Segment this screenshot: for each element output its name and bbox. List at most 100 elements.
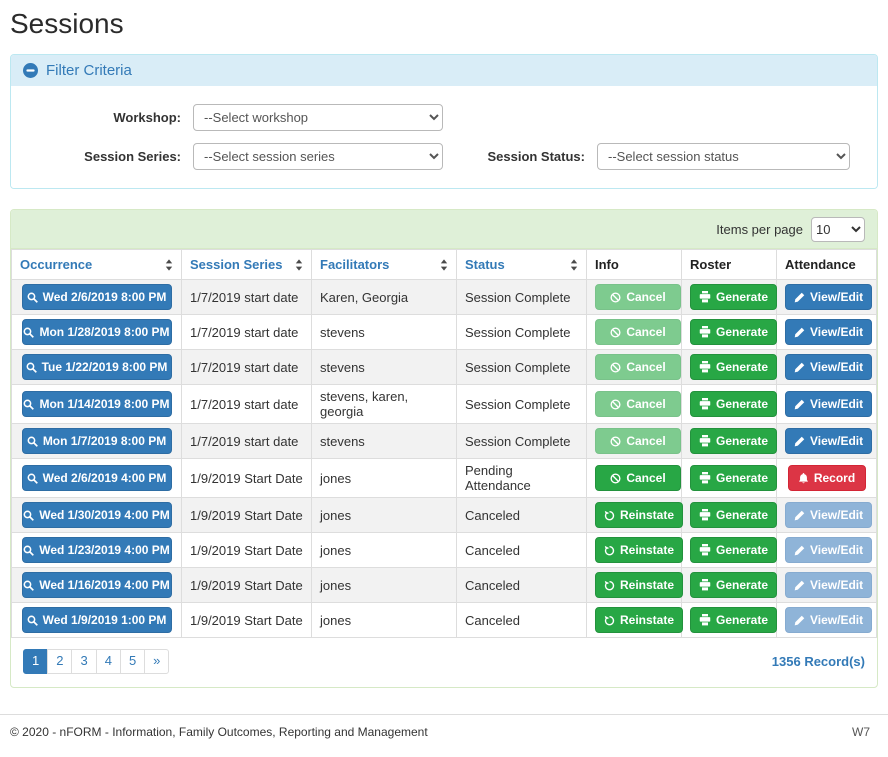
roster-generate-button-label: Generate <box>716 613 769 627</box>
session-row: Wed 1/9/2019 1:00 PM 1/9/2019 Start Date j… <box>11 602 877 638</box>
info-action-button[interactable]: Reinstate <box>595 537 684 563</box>
items-per-page-select[interactable]: 10 <box>811 216 865 242</box>
attendance-cell: View/Edit <box>776 349 877 385</box>
occurrence-cell: Mon 1/28/2019 8:00 PM <box>11 314 182 350</box>
roster-generate-button-label: Generate <box>716 360 769 374</box>
attendance-action-button[interactable]: Record <box>787 465 866 491</box>
session-series-select[interactable]: --Select session series <box>193 143 443 170</box>
pagination-link[interactable]: » <box>144 649 170 674</box>
info-action-button[interactable]: Cancel <box>595 284 681 310</box>
roster-generate-button[interactable]: Generate <box>690 354 778 380</box>
printer-icon <box>699 291 711 303</box>
facilitators-cell: stevens <box>311 314 457 350</box>
roster-generate-button[interactable]: Generate <box>690 391 778 417</box>
roster-generate-button[interactable]: Generate <box>690 465 778 491</box>
info-action-button-label: Cancel <box>626 397 666 411</box>
table-header-row: Occurrence Session Series Facilitators Stat… <box>11 249 877 280</box>
roster-cell: Generate <box>681 602 778 638</box>
attendance-action-button[interactable]: View/Edit <box>785 319 873 345</box>
collapse-minus-circle-icon[interactable] <box>23 63 38 78</box>
roster-generate-button[interactable]: Generate <box>690 284 778 310</box>
roster-generate-button[interactable]: Generate <box>690 607 778 633</box>
occurrence-button[interactable]: Wed 1/23/2019 4:00 PM <box>21 537 172 563</box>
session-row: Mon 1/14/2019 8:00 PM 1/7/2019 start date… <box>11 384 877 424</box>
session-row: Tue 1/22/2019 8:00 PM 1/7/2019 start date… <box>11 349 877 385</box>
attendance-cell: View/Edit <box>776 384 877 424</box>
roster-generate-button[interactable]: Generate <box>690 319 778 345</box>
occurrence-button[interactable]: Wed 2/6/2019 4:00 PM <box>21 465 172 491</box>
printer-icon <box>699 614 711 626</box>
occurrence-button[interactable]: Mon 1/7/2019 8:00 PM <box>21 428 172 454</box>
attendance-action-button[interactable]: View/Edit <box>785 354 873 380</box>
pagination-link[interactable]: 3 <box>71 649 97 674</box>
column-header-info: Info <box>586 249 682 280</box>
filter-criteria-header[interactable]: Filter Criteria <box>11 55 877 86</box>
sort-icon[interactable] <box>295 258 303 271</box>
column-header-status[interactable]: Status <box>456 249 587 280</box>
occurrence-cell: Wed 2/6/2019 8:00 PM <box>11 279 182 315</box>
pagination-link[interactable]: 5 <box>119 649 146 674</box>
table-footer: 1 2 3 4 5» 1356 Record(s) <box>11 638 877 687</box>
undo-icon <box>604 615 615 626</box>
pagination-link[interactable]: 2 <box>47 649 73 674</box>
info-action-button-label: Cancel <box>626 325 666 339</box>
attendance-action-button[interactable]: View/Edit <box>785 502 873 528</box>
info-action-button[interactable]: Cancel <box>595 319 681 345</box>
session-status-select[interactable]: --Select session status <box>597 143 850 170</box>
status-cell: Canceled <box>456 532 587 568</box>
session-series-label: Session Series: <box>84 149 181 164</box>
attendance-action-button[interactable]: View/Edit <box>785 284 873 310</box>
page-title: Sessions <box>10 8 124 39</box>
attendance-action-button[interactable]: View/Edit <box>785 607 873 633</box>
pagination-link[interactable]: 4 <box>95 649 121 674</box>
search-icon <box>26 362 37 373</box>
info-action-button[interactable]: Reinstate <box>595 572 684 598</box>
info-action-button[interactable]: Cancel <box>595 465 681 491</box>
occurrence-button[interactable]: Tue 1/22/2019 8:00 PM <box>21 354 172 380</box>
column-header-label: Status <box>465 257 505 272</box>
info-cell: Cancel <box>586 314 682 350</box>
sort-icon[interactable] <box>570 258 578 271</box>
roster-generate-button-label: Generate <box>716 397 769 411</box>
status-cell: Session Complete <box>456 349 587 385</box>
column-header-facilitators[interactable]: Facilitators <box>311 249 457 280</box>
record-count: 1356 Record(s) <box>771 653 865 669</box>
info-action-button[interactable]: Cancel <box>595 354 681 380</box>
printer-icon <box>699 472 711 484</box>
roster-generate-button[interactable]: Generate <box>690 502 778 528</box>
occurrence-button[interactable]: Wed 1/16/2019 4:00 PM <box>21 572 172 598</box>
pagination-link[interactable]: 1 <box>23 649 49 674</box>
roster-generate-button[interactable]: Generate <box>690 537 778 563</box>
roster-generate-button[interactable]: Generate <box>690 428 778 454</box>
roster-cell: Generate <box>681 384 778 424</box>
pagination-page-3: 3 <box>71 649 97 674</box>
occurrence-button[interactable]: Wed 1/30/2019 4:00 PM <box>21 502 172 528</box>
column-header-label: Facilitators <box>320 257 390 272</box>
column-header-label: Roster <box>690 257 732 272</box>
info-action-button[interactable]: Cancel <box>595 391 681 417</box>
session-row: Wed 1/23/2019 4:00 PM 1/9/2019 Start Date… <box>11 532 877 568</box>
search-icon <box>27 473 38 484</box>
column-header-occurrence[interactable]: Occurrence <box>11 249 182 280</box>
occurrence-button[interactable]: Mon 1/14/2019 8:00 PM <box>21 391 172 417</box>
attendance-action-button[interactable]: View/Edit <box>785 391 873 417</box>
info-action-button[interactable]: Reinstate <box>595 502 684 528</box>
column-header-session-series[interactable]: Session Series <box>181 249 312 280</box>
info-action-button[interactable]: Reinstate <box>595 607 684 633</box>
roster-generate-button-label: Generate <box>716 578 769 592</box>
sort-icon[interactable] <box>165 258 173 271</box>
sort-icon[interactable] <box>440 258 448 271</box>
occurrence-cell: Wed 1/23/2019 4:00 PM <box>11 532 182 568</box>
occurrence-button[interactable]: Wed 1/9/2019 1:00 PM <box>21 607 172 633</box>
attendance-action-button[interactable]: View/Edit <box>785 572 873 598</box>
workshop-select[interactable]: --Select workshop <box>193 104 443 131</box>
attendance-action-button[interactable]: View/Edit <box>785 537 873 563</box>
pencil-icon <box>794 510 805 521</box>
roster-generate-button[interactable]: Generate <box>690 572 778 598</box>
occurrence-button[interactable]: Mon 1/28/2019 8:00 PM <box>21 319 172 345</box>
info-action-button[interactable]: Cancel <box>595 428 681 454</box>
attendance-action-button[interactable]: View/Edit <box>785 428 873 454</box>
occurrence-button[interactable]: Wed 2/6/2019 8:00 PM <box>21 284 172 310</box>
search-icon <box>23 327 35 338</box>
search-icon <box>23 545 35 556</box>
